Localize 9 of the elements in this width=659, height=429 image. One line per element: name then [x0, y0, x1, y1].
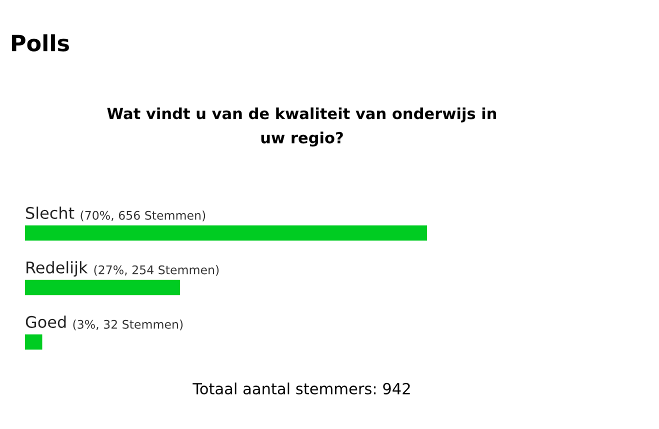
- chart-title: Polls: [12, 34, 69, 52]
- y-tick-label: Goed: [26, 316, 66, 328]
- y-tick-label: Slecht: [26, 206, 74, 220]
- data-label: (3%, 32 Stemmen): [73, 320, 183, 330]
- text: Totaal aantal stemmers: 942: [192, 382, 410, 394]
- data-label: (70%, 656 Stemmen): [80, 210, 206, 222]
- y-tick-label: Redelijk: [26, 261, 88, 277]
- data-label: (27%, 254 Stemmen): [94, 265, 219, 276]
- chart-subtitle: Wat vindt u van de kwaliteit van onderwijs in uw regio?: [107, 107, 496, 147]
